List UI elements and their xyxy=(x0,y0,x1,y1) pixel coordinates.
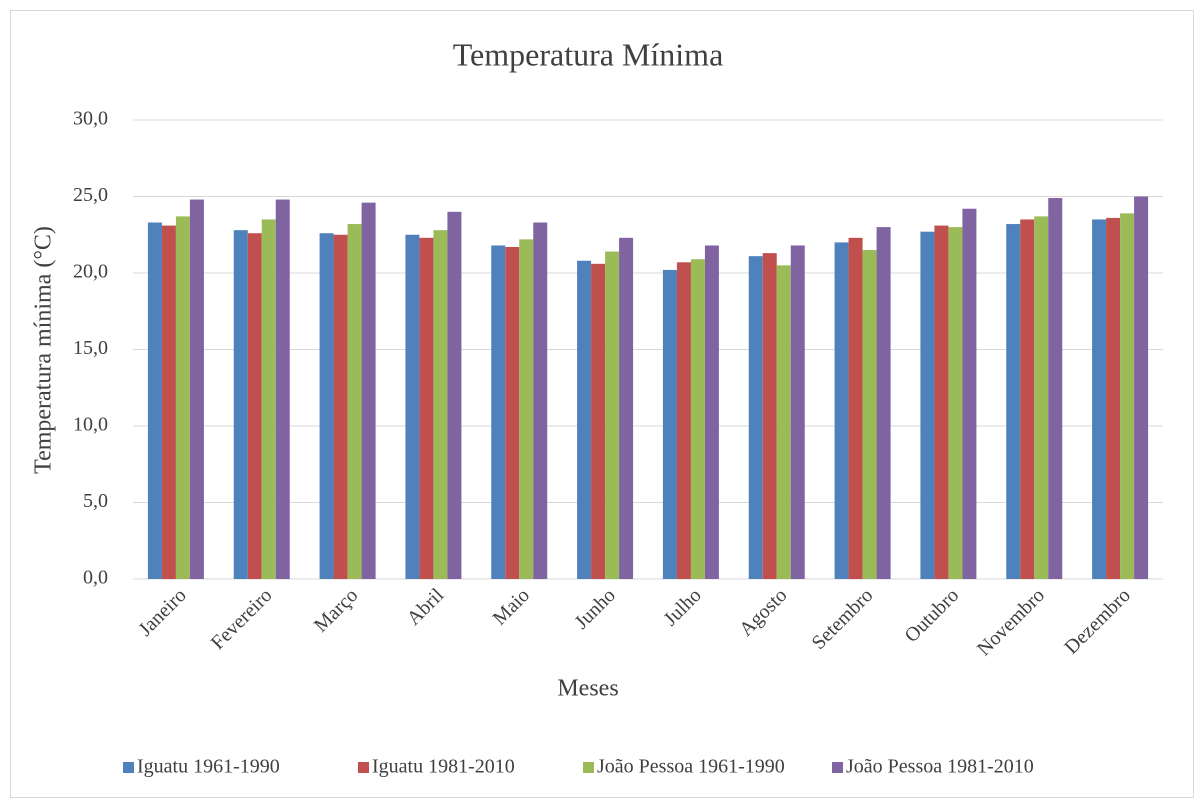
bar xyxy=(690,259,705,579)
y-tick-label: 10,0 xyxy=(73,414,108,436)
x-axis-label: Meses xyxy=(557,676,618,702)
bar xyxy=(1120,213,1135,579)
bar xyxy=(361,202,376,579)
y-tick-label: 30,0 xyxy=(73,108,108,130)
bar xyxy=(662,269,677,579)
y-tick-label: 15,0 xyxy=(73,337,108,359)
bar xyxy=(519,239,534,579)
bar xyxy=(934,225,949,579)
bar xyxy=(619,237,634,579)
bar xyxy=(962,208,977,580)
legend-label: Iguatu 1961-1990 xyxy=(137,756,280,778)
bar xyxy=(491,245,506,579)
bar xyxy=(704,245,719,579)
bar xyxy=(433,230,448,579)
bar xyxy=(1092,219,1107,579)
bar xyxy=(876,227,891,579)
bar xyxy=(1106,217,1121,580)
bar xyxy=(233,230,248,579)
bar xyxy=(834,242,849,579)
bar xyxy=(748,256,763,579)
bar xyxy=(1020,219,1035,579)
bar xyxy=(333,234,348,579)
bar xyxy=(347,224,362,580)
y-tick-label: 25,0 xyxy=(73,184,108,206)
bar xyxy=(1048,198,1063,579)
bar xyxy=(447,211,462,580)
legend-swatch xyxy=(123,762,134,773)
legend-swatch xyxy=(583,762,594,773)
bar xyxy=(247,233,262,579)
chart-title: Temperatura Mínima xyxy=(453,36,724,72)
bar xyxy=(505,246,520,580)
bar xyxy=(862,250,877,580)
bar xyxy=(533,222,548,579)
bar xyxy=(405,234,420,579)
bar xyxy=(776,265,791,579)
bar xyxy=(275,199,290,579)
bar xyxy=(591,263,606,579)
bar xyxy=(161,225,176,579)
legend-label: João Pessoa 1961-1990 xyxy=(597,756,785,778)
bar xyxy=(189,199,204,579)
y-tick-label: 20,0 xyxy=(73,261,108,283)
legend-swatch xyxy=(358,762,369,773)
bar xyxy=(605,251,620,579)
bar xyxy=(676,262,691,579)
bar xyxy=(848,237,863,579)
legend-label: Iguatu 1981-2010 xyxy=(372,756,515,778)
bar xyxy=(790,245,805,579)
bar xyxy=(419,237,434,579)
bar xyxy=(948,227,963,579)
y-axis-label: Temperatura mínima (°C) xyxy=(31,226,57,474)
bar xyxy=(147,222,162,579)
y-tick-label: 5,0 xyxy=(83,490,108,512)
bar xyxy=(1034,216,1049,579)
legend-swatch xyxy=(832,762,843,773)
bar xyxy=(1006,224,1021,580)
bar xyxy=(920,231,935,579)
bar xyxy=(319,233,334,579)
bar xyxy=(762,253,777,580)
y-tick-label: 0,0 xyxy=(83,567,108,589)
bar xyxy=(1134,196,1149,579)
bar xyxy=(577,260,592,579)
legend-label: João Pessoa 1981-2010 xyxy=(846,756,1034,778)
bar xyxy=(261,219,276,579)
bar xyxy=(175,216,190,579)
